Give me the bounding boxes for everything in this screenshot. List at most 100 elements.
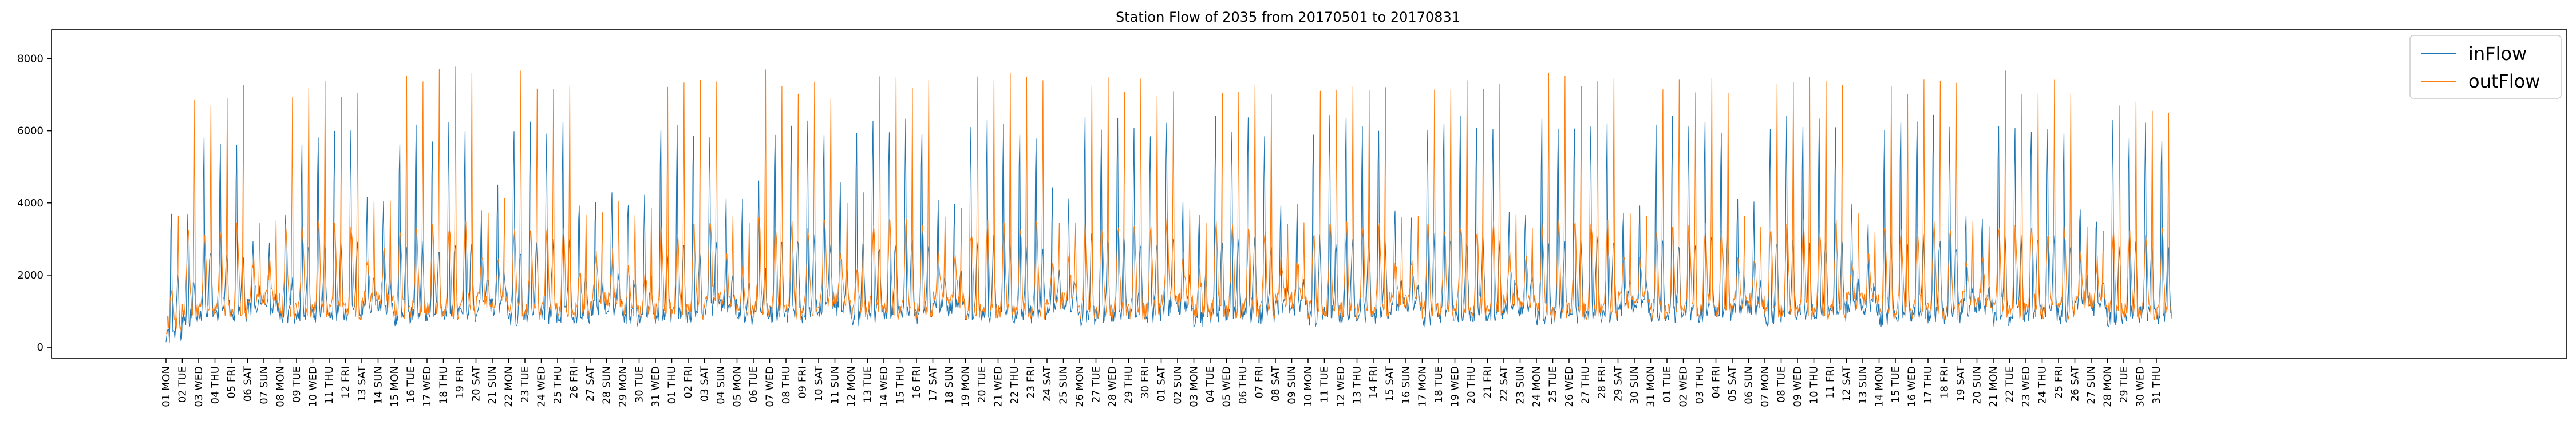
x-tick-label-70: 10 MON xyxy=(1302,366,1314,407)
x-tick-label-94: 03 THU xyxy=(1694,366,1706,404)
x-tick-label-34: 04 SUN xyxy=(715,366,727,404)
x-tick-label-46: 16 FRI xyxy=(911,366,923,399)
x-tick-label-121: 30 WED xyxy=(2135,366,2147,407)
x-tick-label-50: 20 TUE xyxy=(976,366,988,403)
x-tick-label-65: 05 WED xyxy=(1221,366,1233,407)
x-tick-label-21: 22 MON xyxy=(503,366,515,407)
x-tick-label-57: 27 TUE xyxy=(1091,366,1103,403)
x-tick-label-103: 12 SAT xyxy=(1841,366,1853,402)
x-tick-label-38: 08 THU xyxy=(780,366,792,404)
x-tick-label-80: 20 THU xyxy=(1465,366,1477,404)
x-tick-label-23: 24 WED xyxy=(536,366,548,407)
x-tick-label-76: 16 SUN xyxy=(1400,366,1412,404)
x-tick-label-122: 31 THU xyxy=(2151,366,2163,404)
x-tick-label-73: 13 THU xyxy=(1352,366,1364,404)
x-tick-label-31: 01 THU xyxy=(666,366,678,404)
x-tick-label-78: 18 TUE xyxy=(1433,366,1445,403)
x-axis: 01 MON 02 TUE 03 WED 04 THU 05 FRI 06 SAT 07 S… xyxy=(160,358,2163,407)
x-tick-label-93: 02 WED xyxy=(1678,366,1690,407)
x-tick-label-116: 25 FRI xyxy=(2053,366,2065,399)
x-tick-label-66: 06 THU xyxy=(1237,366,1249,404)
x-tick-label-117: 26 SAT xyxy=(2069,366,2081,402)
x-tick-label-55: 25 SUN xyxy=(1058,366,1070,404)
x-tick-label-85: 25 TUE xyxy=(1547,366,1559,403)
x-tick-label-112: 21 MON xyxy=(1988,366,2000,407)
y-axis: 0 2000 4000 6000 8000 xyxy=(17,53,52,353)
x-tick-label-41: 11 SUN xyxy=(829,366,841,404)
x-tick-label-100: 09 WED xyxy=(1792,366,1804,407)
x-tick-label-53: 23 FRI xyxy=(1025,366,1037,399)
x-tick-label-60: 30 FRI xyxy=(1139,366,1151,399)
x-tick-label-33: 03 SAT xyxy=(699,366,711,402)
x-tick-label-101: 10 THU xyxy=(1808,366,1820,404)
x-tick-label-8: 09 TUE xyxy=(291,366,303,403)
x-tick-label-15: 16 TUE xyxy=(405,366,417,403)
x-tick-label-74: 14 FRI xyxy=(1368,366,1380,399)
legend-label-inflow: inFlow xyxy=(2468,43,2527,65)
x-tick-label-10: 11 THU xyxy=(323,366,335,404)
x-tick-label-106: 15 TUE xyxy=(1890,366,1902,403)
x-tick-label-52: 22 THU xyxy=(1009,366,1021,404)
y-tick-label-0: 0 xyxy=(37,341,44,353)
x-tick-label-25: 26 FRI xyxy=(568,366,580,399)
x-tick-label-79: 19 WED xyxy=(1449,366,1461,407)
x-tick-label-91: 31 MON xyxy=(1645,366,1657,407)
x-tick-label-67: 07 FRI xyxy=(1254,366,1266,399)
x-tick-label-19: 20 SAT xyxy=(471,366,483,402)
x-tick-label-24: 25 THU xyxy=(552,366,564,404)
x-tick-label-3: 04 THU xyxy=(210,366,222,404)
x-tick-label-36: 06 TUE xyxy=(748,366,760,403)
x-tick-label-40: 10 SAT xyxy=(813,366,825,402)
series-line-outFlow xyxy=(165,66,2172,335)
x-tick-label-64: 04 TUE xyxy=(1204,366,1216,403)
x-tick-label-42: 12 MON xyxy=(846,366,858,407)
x-tick-label-69: 09 SUN xyxy=(1286,366,1298,404)
x-tick-label-92: 01 TUE xyxy=(1661,366,1673,403)
x-tick-label-110: 19 SAT xyxy=(1955,366,1967,402)
x-tick-label-16: 17 WED xyxy=(421,366,433,407)
x-tick-label-2: 03 WED xyxy=(193,366,205,407)
x-tick-label-96: 05 SAT xyxy=(1726,366,1739,402)
x-tick-label-37: 07 WED xyxy=(764,366,776,407)
x-tick-label-6: 07 SUN xyxy=(258,366,270,404)
x-tick-label-98: 07 MON xyxy=(1759,366,1771,407)
x-tick-label-43: 13 TUE xyxy=(862,366,874,403)
x-tick-label-13: 14 SUN xyxy=(373,366,385,404)
x-tick-label-27: 28 SUN xyxy=(601,366,613,404)
x-tick-label-115: 24 THU xyxy=(2037,366,2049,404)
x-tick-label-20: 21 SUN xyxy=(487,366,499,404)
x-tick-label-77: 17 MON xyxy=(1417,366,1429,407)
x-tick-label-89: 29 SAT xyxy=(1613,366,1625,402)
x-tick-label-107: 16 WED xyxy=(1906,366,1918,407)
x-tick-label-18: 19 FRI xyxy=(454,366,466,399)
x-tick-label-104: 13 SUN xyxy=(1857,366,1869,404)
x-tick-label-32: 02 FRI xyxy=(682,366,694,399)
x-tick-label-1: 02 TUE xyxy=(177,366,189,403)
x-tick-label-114: 23 WED xyxy=(2020,366,2032,407)
y-tick-label-3: 6000 xyxy=(17,125,44,137)
x-tick-label-83: 23 SUN xyxy=(1515,366,1527,404)
x-tick-label-118: 27 SUN xyxy=(2085,366,2097,404)
x-tick-label-68: 08 SAT xyxy=(1270,366,1282,402)
x-tick-label-97: 06 SUN xyxy=(1743,366,1755,404)
x-tick-label-7: 08 MON xyxy=(275,366,287,407)
x-tick-label-59: 29 THU xyxy=(1123,366,1135,404)
x-tick-label-0: 01 MON xyxy=(160,366,172,407)
x-tick-label-90: 30 SUN xyxy=(1629,366,1641,404)
x-tick-label-87: 27 THU xyxy=(1580,366,1592,404)
y-tick-label-2: 4000 xyxy=(17,197,44,209)
x-tick-label-119: 28 MON xyxy=(2102,366,2114,407)
y-tick-label-4: 8000 xyxy=(17,53,44,65)
x-tick-label-29: 30 TUE xyxy=(634,366,646,403)
x-tick-label-12: 13 SAT xyxy=(356,366,368,402)
x-tick-label-62: 02 SUN xyxy=(1172,366,1184,404)
x-tick-label-28: 29 MON xyxy=(617,366,629,407)
x-tick-label-95: 04 FRI xyxy=(1710,366,1722,399)
legend-box xyxy=(2409,35,2562,99)
x-tick-label-39: 09 FRI xyxy=(797,366,809,399)
x-tick-label-9: 10 WED xyxy=(307,366,319,407)
x-tick-label-105: 14 MON xyxy=(1874,366,1886,407)
x-tick-label-102: 11 FRI xyxy=(1824,366,1836,399)
x-tick-label-47: 17 SAT xyxy=(927,366,939,402)
